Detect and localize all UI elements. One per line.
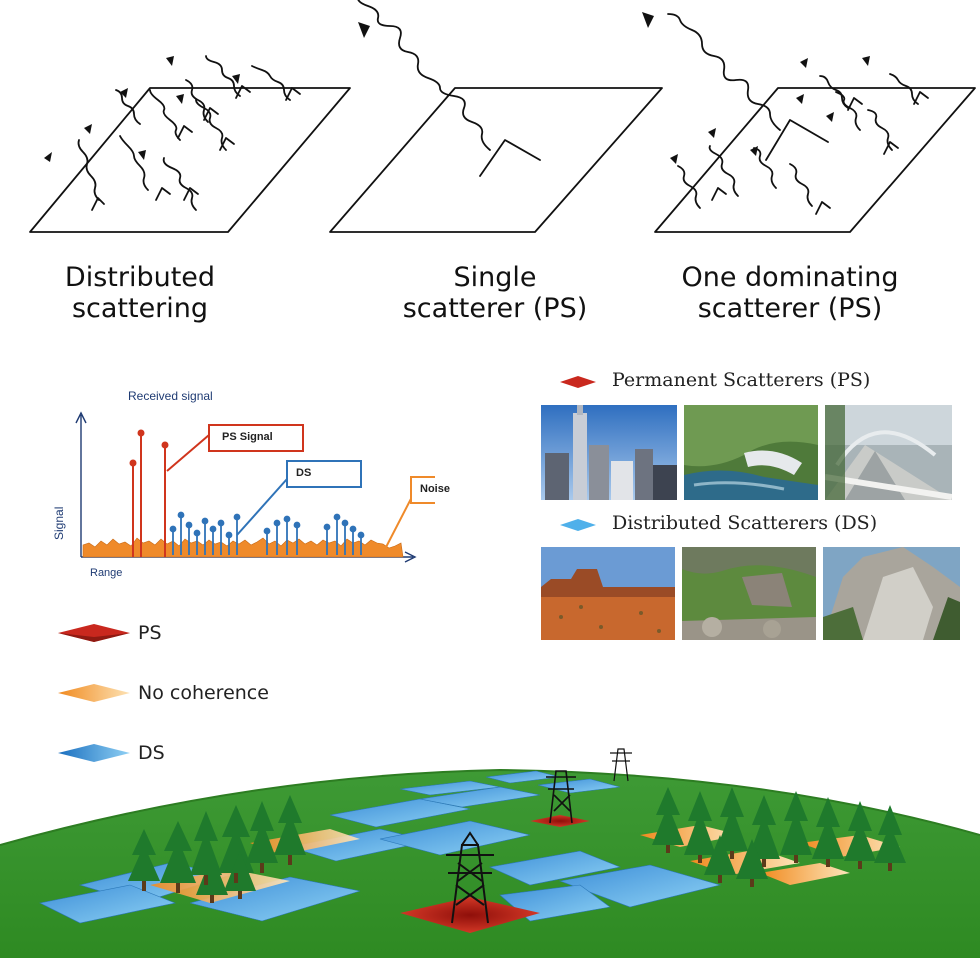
ds-swatch xyxy=(58,744,130,762)
forest-right xyxy=(652,787,906,887)
no-coherence-swatch xyxy=(58,684,130,702)
landscape-illustration xyxy=(0,748,980,958)
distributed-scattering-plane xyxy=(29,55,351,233)
single-scatterer-title: Single scatterer (PS) xyxy=(402,262,588,324)
city-skyline-photo xyxy=(541,405,677,500)
bridge-photo xyxy=(825,405,952,500)
signal-plot-title: Received signal xyxy=(128,389,213,403)
forest-left xyxy=(128,795,306,903)
ds-legend-swatch xyxy=(560,519,596,531)
scattering-diagrams xyxy=(29,0,976,233)
ps-photo-heading: Permanent Scatterers (PS) xyxy=(612,369,871,391)
rocky-slope-photo xyxy=(682,547,816,640)
transmission-towers xyxy=(446,748,632,924)
ds-callout: DS xyxy=(296,467,312,479)
dominating-scatterer-title: One dominating scatterer (PS) xyxy=(681,262,899,324)
legend-ps-label: PS xyxy=(138,622,162,644)
desert-photo xyxy=(541,547,675,640)
distributed-scattering-title: Distributed scattering xyxy=(64,262,216,324)
signal-plot xyxy=(75,411,435,563)
ps-legend-swatch xyxy=(560,376,596,388)
dam-photo xyxy=(684,405,818,500)
signal-x-label: Range xyxy=(90,567,123,579)
legend-ds-label: DS xyxy=(138,742,165,764)
ds-photo-heading: Distributed Scatterers (DS) xyxy=(612,512,878,534)
noise-floor xyxy=(82,537,404,558)
signal-y-label: Signal xyxy=(52,506,66,540)
noise-callout: Noise xyxy=(420,483,450,495)
ps-signal-callout: PS Signal xyxy=(222,431,273,443)
single-scatterer-plane xyxy=(329,0,663,233)
distributed-scatterer-arrows xyxy=(77,55,301,211)
legend-no-coherence-label: No coherence xyxy=(138,682,269,704)
mountain-cliff-photo xyxy=(823,547,960,640)
ps-swatch xyxy=(58,624,130,642)
dominating-scatterer-plane xyxy=(642,12,976,233)
